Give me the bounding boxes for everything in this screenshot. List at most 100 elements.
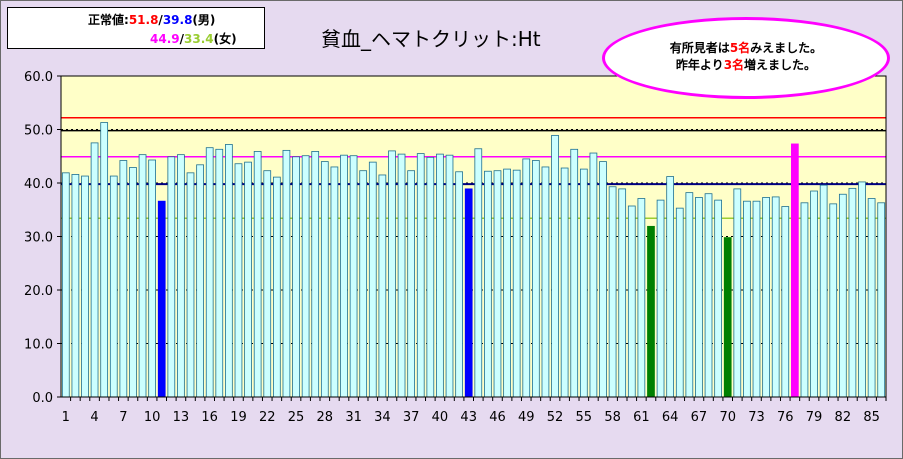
x-tick-label: 19	[230, 410, 247, 425]
bar	[119, 160, 128, 398]
x-tick-label: 7	[119, 410, 127, 425]
bar	[100, 122, 109, 398]
x-tick-label: 49	[518, 410, 535, 425]
bar	[743, 200, 751, 398]
x-tick-label: 52	[547, 410, 564, 425]
bar	[445, 154, 454, 398]
x-tick-label: 79	[806, 410, 823, 425]
x-tick-label: 64	[662, 410, 679, 425]
bar	[819, 184, 828, 398]
bar	[234, 163, 243, 398]
bar	[829, 203, 838, 398]
bar	[253, 151, 262, 398]
bar	[675, 207, 684, 398]
bar	[532, 160, 540, 398]
x-tick-label: 25	[288, 410, 305, 425]
x-tick-label: 31	[345, 410, 362, 425]
bar	[81, 175, 89, 398]
bar-highlighted	[723, 237, 732, 398]
separator: /	[158, 13, 163, 27]
bar	[407, 170, 416, 398]
bar	[196, 164, 204, 398]
female-upper-value: 44.9	[150, 32, 180, 46]
bar	[781, 206, 790, 398]
x-tick-label: 70	[719, 410, 736, 425]
bar	[618, 188, 627, 398]
bar	[148, 159, 156, 398]
bar	[215, 148, 224, 398]
x-tick-label: 67	[691, 410, 708, 425]
y-tick-label: 60.0	[24, 70, 53, 85]
bar	[474, 148, 483, 398]
bar	[493, 170, 502, 398]
y-tick-labels: 0.0 10.0 20.0 30.0 40.0 50.0 60.0	[24, 70, 53, 406]
bar	[666, 176, 675, 398]
bar	[167, 156, 176, 398]
bar	[579, 168, 588, 398]
bar	[704, 193, 713, 398]
bar	[733, 188, 742, 398]
x-tick-label: 85	[863, 410, 880, 425]
x-tick-label: 4	[90, 410, 98, 425]
bar	[627, 205, 636, 398]
bar	[752, 200, 761, 398]
normal-range-legend: 正常値:51.8/39.8(男) 44.9/33.4(女)	[7, 7, 265, 49]
bar	[349, 155, 358, 398]
bar	[368, 161, 377, 398]
bar	[416, 153, 425, 398]
x-tick-label: 1	[62, 410, 70, 425]
bar	[129, 167, 137, 398]
y-tick-label: 20.0	[24, 284, 53, 299]
bar	[522, 158, 531, 398]
bar	[800, 202, 809, 398]
bar	[695, 197, 703, 398]
bar-highlighted	[791, 143, 799, 398]
x-tick-label: 40	[432, 410, 449, 425]
x-tick-label: 76	[777, 410, 794, 425]
female-lower-value: 33.4	[184, 32, 214, 46]
y-tick-label: 30.0	[24, 231, 53, 246]
bar	[637, 198, 646, 398]
x-tick-label: 37	[403, 410, 420, 425]
x-tick-label: 16	[201, 410, 218, 425]
bar	[311, 151, 320, 398]
bar	[186, 172, 195, 398]
bar	[771, 196, 780, 398]
male-lower-value: 39.8	[162, 13, 193, 27]
note-text: 有所見者は	[669, 41, 730, 55]
y-tick-label: 0.0	[32, 391, 53, 406]
separator: /	[179, 32, 184, 46]
bar	[292, 156, 300, 398]
bar-highlighted	[157, 200, 166, 398]
bar	[599, 161, 607, 398]
x-tick-label: 73	[748, 410, 765, 425]
x-tick-label: 55	[576, 410, 593, 425]
bar	[503, 168, 511, 398]
bar	[685, 192, 694, 398]
bar	[359, 170, 368, 398]
bar	[848, 187, 857, 398]
note-text: 昨年より	[675, 58, 724, 72]
x-tick-label: 10	[144, 410, 161, 425]
x-tick-label: 22	[259, 410, 276, 425]
note-text: みえました。	[750, 41, 823, 55]
increase-count: 3名	[723, 58, 745, 72]
bar	[301, 155, 310, 398]
bar	[225, 144, 233, 398]
bar	[205, 147, 214, 398]
bar	[330, 166, 339, 398]
bar	[61, 172, 70, 398]
bar	[177, 154, 185, 398]
bar	[71, 174, 80, 398]
bar	[570, 148, 579, 398]
note-line-2: 昨年より3名増えました。	[605, 56, 887, 73]
x-tick-label: 61	[633, 410, 650, 425]
bar	[378, 174, 387, 398]
bar	[388, 150, 396, 398]
bar	[90, 142, 99, 398]
bar	[138, 154, 147, 398]
bar	[397, 153, 406, 398]
bar	[282, 149, 291, 398]
